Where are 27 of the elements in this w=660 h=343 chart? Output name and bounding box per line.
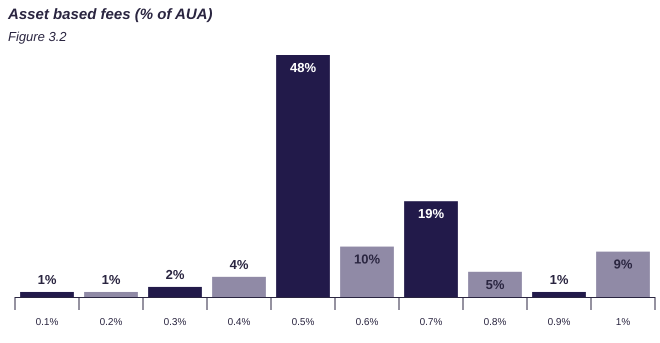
bar: [212, 276, 266, 297]
data-label: 48%: [290, 60, 316, 75]
data-label: 2%: [166, 266, 185, 282]
data-label: 1%: [102, 272, 121, 287]
x-tick-label: 0.2%: [100, 317, 123, 328]
bar: [596, 252, 650, 297]
data-label: 10%: [354, 252, 380, 267]
x-tick-label: 0.5%: [292, 317, 315, 328]
data-label: 1%: [38, 272, 57, 287]
bar: [340, 246, 394, 297]
data-label: 4%: [230, 256, 249, 272]
x-tick-label: 0.1%: [36, 317, 59, 328]
x-tick-label: 0.6%: [356, 317, 379, 328]
chart-subtitle: Figure 3.2: [8, 29, 68, 44]
x-tick-label: 1%: [616, 317, 630, 328]
data-label: 19%: [418, 206, 444, 222]
x-tick-label: 0.7%: [420, 317, 443, 328]
chart-title: Asset based fees (% of AUA): [7, 6, 212, 23]
data-label: 9%: [614, 256, 633, 272]
bar: [84, 292, 138, 297]
x-tick-label: 0.3%: [164, 317, 187, 328]
x-tick-label: 0.9%: [548, 317, 571, 328]
data-label: 1%: [550, 272, 569, 287]
data-label: 5%: [486, 276, 505, 292]
x-tick-label: 0.4%: [228, 317, 251, 328]
x-tick-label: 0.8%: [484, 317, 507, 328]
bar: [468, 272, 522, 297]
